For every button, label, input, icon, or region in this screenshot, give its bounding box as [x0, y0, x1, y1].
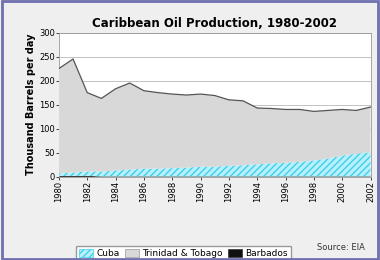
Text: Source: EIA: Source: EIA: [317, 243, 365, 252]
Legend: Cuba, Trinidad & Tobago, Barbados: Cuba, Trinidad & Tobago, Barbados: [76, 245, 291, 260]
Title: Caribbean Oil Production, 1980-2002: Caribbean Oil Production, 1980-2002: [92, 17, 337, 30]
Y-axis label: Thousand Barrels per day: Thousand Barrels per day: [26, 34, 36, 176]
